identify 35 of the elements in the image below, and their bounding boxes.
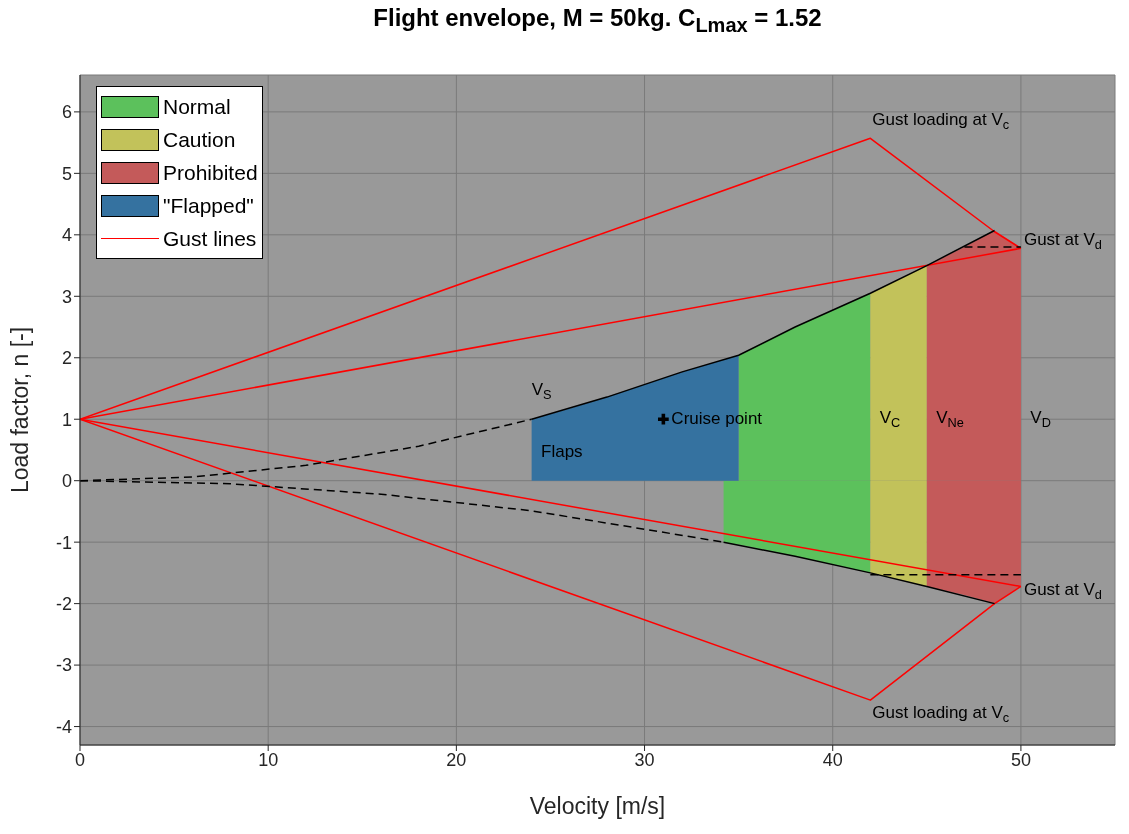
legend-label: Caution bbox=[163, 127, 236, 152]
y-tick-label: 3 bbox=[61, 286, 72, 307]
annotation: V$_{Ne}$ bbox=[936, 408, 964, 431]
y-axis-title: Load factor, n [-] bbox=[7, 326, 34, 494]
annotation: V$_{C}$ bbox=[879, 408, 901, 431]
annotation: Flaps bbox=[541, 442, 583, 462]
x-tick-label: 40 bbox=[822, 749, 843, 770]
y-tick-label: 0 bbox=[61, 471, 72, 492]
x-axis-title: Velocity [m/s] bbox=[529, 793, 666, 819]
annotation: Gust at V$_{d}$ bbox=[1023, 580, 1102, 603]
y-tick-label: 2 bbox=[61, 348, 72, 369]
legend-label: "Flapped" bbox=[163, 193, 254, 218]
y-tick-label: -2 bbox=[55, 594, 72, 615]
x-tick-label: 10 bbox=[258, 749, 279, 770]
y-tick-label: 4 bbox=[61, 225, 72, 246]
annotation: Gust loading at V$_{c}$ bbox=[872, 110, 1010, 133]
y-tick-label: 5 bbox=[61, 163, 72, 184]
x-tick-label: 50 bbox=[1010, 749, 1031, 770]
annotation: Gust loading at V$_{c}$ bbox=[872, 703, 1010, 726]
y-tick-label: 6 bbox=[61, 102, 72, 123]
legend-label: Prohibited bbox=[163, 160, 258, 185]
annotation: V$_{D}$ bbox=[1030, 408, 1051, 431]
annotation: Gust at V$_{d}$ bbox=[1023, 230, 1102, 253]
y-tick-label: -3 bbox=[55, 655, 72, 676]
annotation: V$_{S}$ bbox=[531, 380, 552, 403]
y-tick-label: -4 bbox=[55, 716, 72, 737]
x-tick-label: 20 bbox=[446, 749, 467, 770]
x-tick-label: 30 bbox=[634, 749, 655, 770]
x-tick-label: 0 bbox=[74, 749, 86, 770]
y-tick-label: 1 bbox=[61, 409, 72, 430]
legend-label: Gust lines bbox=[163, 226, 257, 251]
y-tick-label: -1 bbox=[55, 532, 72, 553]
legend-label: Normal bbox=[163, 94, 231, 119]
chart-title: Flight envelope, M = 50kg. C$_{L}$$_{max}$ = 1.52 bbox=[372, 4, 823, 37]
series-label: Cruise point bbox=[671, 408, 763, 428]
